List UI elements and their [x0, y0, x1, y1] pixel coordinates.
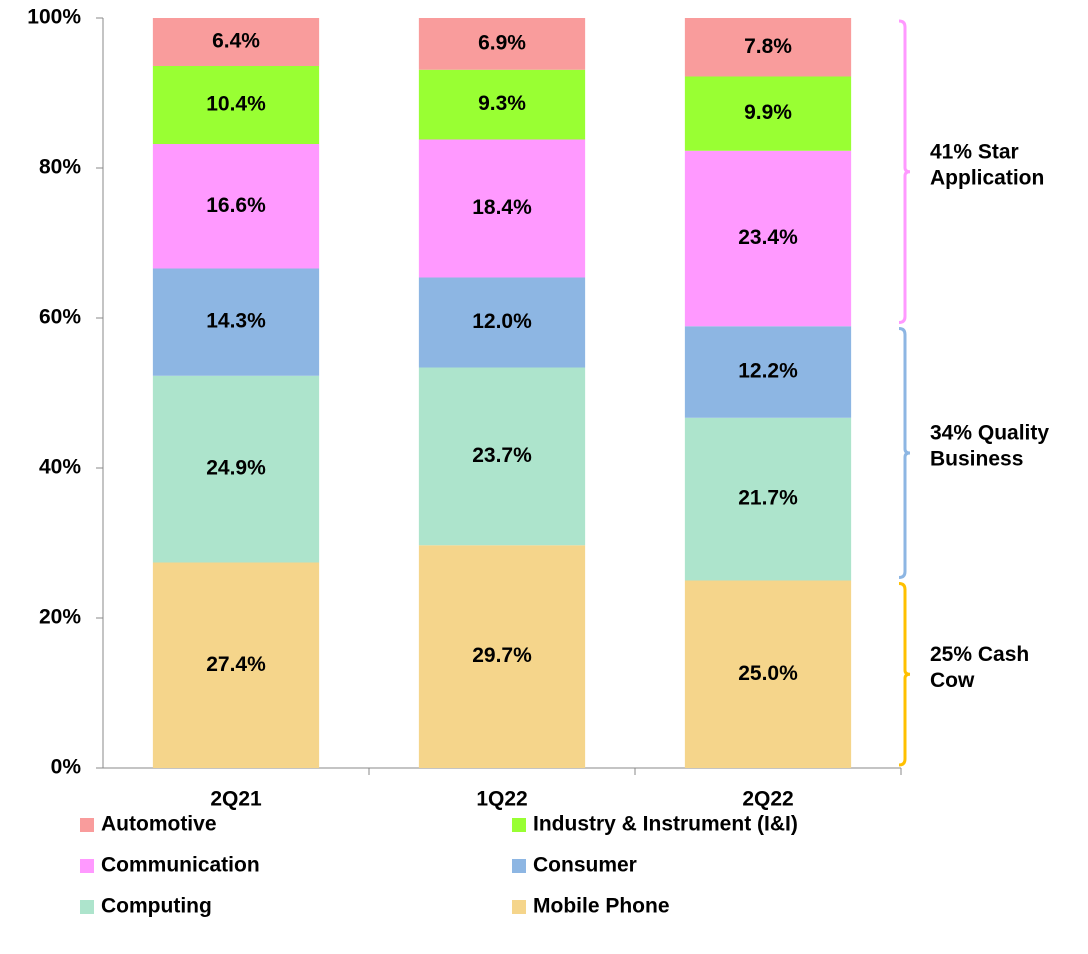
bar-segment	[152, 562, 320, 768]
legend-label: Computing	[101, 895, 212, 918]
bar-segment	[418, 545, 586, 768]
annotation-text: Business	[930, 448, 1023, 471]
annotation-text: 41% Star	[930, 140, 1019, 163]
bar-segment	[684, 580, 852, 768]
bracket	[898, 327, 911, 579]
data-label: 23.7%	[472, 444, 532, 467]
data-label: 7.8%	[744, 35, 792, 58]
data-label: 24.9%	[206, 457, 266, 480]
data-label: 21.7%	[738, 487, 798, 510]
annotation-text: 34% Quality	[930, 422, 1049, 445]
y-tick-label: 60%	[39, 306, 81, 329]
legend-swatch	[512, 859, 526, 873]
data-label: 6.9%	[478, 31, 526, 54]
data-label: 10.4%	[206, 93, 266, 116]
y-tick-label: 80%	[39, 156, 81, 179]
legend-label: Automotive	[101, 813, 217, 836]
x-tick-label: 2Q21	[210, 788, 262, 811]
legend-swatch	[80, 900, 94, 914]
legend-swatch	[80, 818, 94, 832]
bar-segment	[418, 69, 586, 140]
y-tick-label: 0%	[51, 756, 82, 779]
bar-segment	[684, 326, 852, 418]
data-label: 27.4%	[206, 653, 266, 676]
data-label: 14.3%	[206, 310, 266, 333]
bar-segment	[152, 375, 320, 563]
bar-segment	[684, 18, 852, 77]
data-label: 23.4%	[738, 226, 798, 249]
bracket	[898, 582, 911, 767]
data-label: 9.3%	[478, 92, 526, 115]
bar-segment	[418, 367, 586, 546]
legend-swatch	[512, 818, 526, 832]
legend-label: Mobile Phone	[533, 895, 670, 918]
legend-label: Consumer	[533, 854, 637, 877]
data-label: 6.4%	[212, 30, 260, 53]
annotation-text: 25% Cash	[930, 643, 1029, 666]
data-label: 29.7%	[472, 644, 532, 667]
y-tick-label: 40%	[39, 456, 81, 479]
legend-label: Communication	[101, 854, 260, 877]
x-tick-label: 2Q22	[742, 788, 793, 811]
data-label: 12.0%	[472, 310, 532, 333]
legend-swatch	[512, 900, 526, 914]
annotation-text: Application	[930, 166, 1044, 189]
bar-segment	[418, 18, 586, 70]
bar-segment	[684, 417, 852, 581]
bar-segment	[684, 150, 852, 327]
data-label: 18.4%	[472, 196, 532, 219]
data-label: 25.0%	[738, 662, 798, 685]
bar-segment	[418, 277, 586, 368]
bar-segment	[418, 139, 586, 278]
y-tick-label: 20%	[39, 606, 81, 629]
bar-segment	[684, 76, 852, 151]
bar-segment	[152, 18, 320, 66]
bar-segment	[152, 268, 320, 376]
data-label: 9.9%	[744, 101, 792, 124]
bar-segment	[152, 66, 320, 144]
y-tick-label: 100%	[27, 6, 81, 29]
data-label: 12.2%	[738, 360, 798, 383]
bracket	[898, 19, 911, 324]
legend-label: Industry & Instrument (I&I)	[533, 813, 798, 836]
data-label: 16.6%	[206, 194, 266, 217]
bar-segment	[152, 144, 320, 269]
x-tick-label: 1Q22	[476, 788, 527, 811]
annotation-text: Cow	[930, 669, 975, 692]
legend-swatch	[80, 859, 94, 873]
